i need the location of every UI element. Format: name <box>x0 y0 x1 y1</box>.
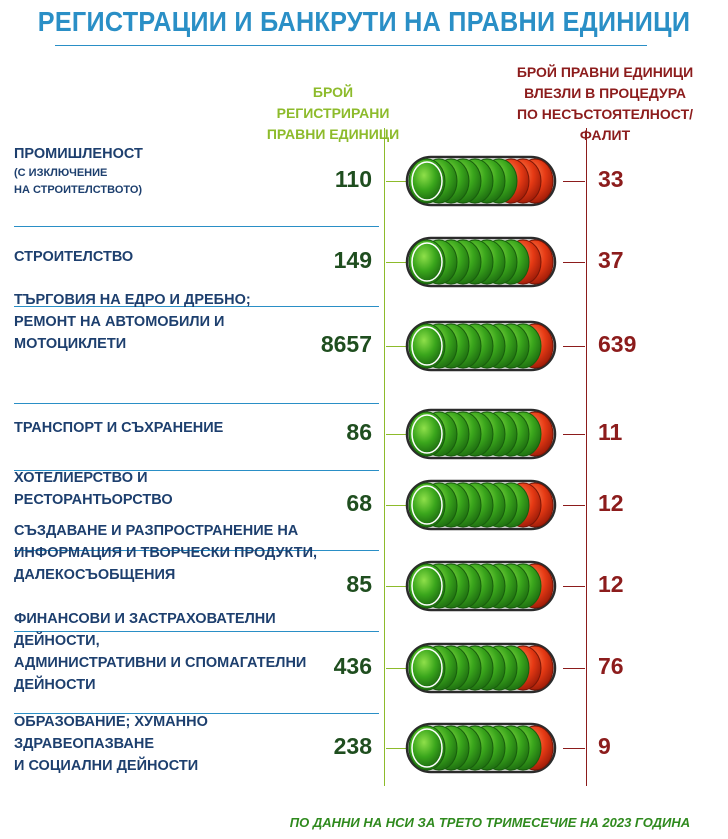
category-label-line: ДЕЙНОСТИ <box>14 677 96 693</box>
bankruptcies-axis-line <box>586 128 587 786</box>
category-label: СЪЗДАВАНЕ И РАЗПРОСТРАНЕНИЕ НА ИНФОРМАЦИЯ… <box>14 520 324 586</box>
row-separator <box>14 403 379 404</box>
ring-coil <box>405 320 557 372</box>
green-tick <box>386 434 410 435</box>
registrations-axis-line <box>384 128 385 786</box>
ring-coil <box>405 642 557 694</box>
row-separator <box>14 550 379 551</box>
bankruptcies-header-line: ПО НЕСЪСТОЯТЕЛНОСТ/ФАЛИТ <box>516 106 694 143</box>
green-tick <box>386 586 410 587</box>
front-ring-face <box>411 161 443 201</box>
row-separator <box>14 306 379 307</box>
category-label-line: ФИНАНСОВИ И ЗАСТРАХОВАТЕЛНИ ДЕЙНОСТИ, <box>14 611 276 649</box>
bankrupt-value: 9 <box>598 733 611 759</box>
registered-value: 436 <box>333 653 372 679</box>
front-ring-face <box>411 566 443 606</box>
bankrupt-value: 37 <box>598 247 624 273</box>
bankrupt-value: 639 <box>598 331 637 357</box>
ring-coil <box>405 560 557 612</box>
red-tick <box>563 346 585 347</box>
red-tick <box>563 586 585 587</box>
green-tick <box>386 505 410 506</box>
bankrupt-value: 76 <box>598 653 624 679</box>
category-label-line: РЕСТОРАНТЬОРСТВО <box>14 492 173 508</box>
green-tick <box>386 181 410 182</box>
category-label-line: РЕМОНТ НА АВТОМОБИЛИ И <box>14 314 225 330</box>
category-label: ПРОМИШЛЕНОСТ (С ИЗКЛЮЧЕНИЕ НА СТРОИТЕЛСТВО… <box>14 143 324 199</box>
category-sublabel-line: НА СТРОИТЕЛСТВОТО) <box>14 184 143 196</box>
red-tick <box>563 748 585 749</box>
category-label-line: ДАЛЕКОСЪОБЩЕНИЯ <box>14 567 176 583</box>
bankrupt-value: 33 <box>598 166 624 192</box>
ring-coil <box>405 408 557 460</box>
title-underline <box>55 45 647 46</box>
registered-value: 86 <box>346 419 372 445</box>
category-label: ФИНАНСОВИ И ЗАСТРАХОВАТЕЛНИ ДЕЙНОСТИ, АДМ… <box>14 608 324 696</box>
ring-coil <box>405 722 557 774</box>
front-ring-face <box>411 414 443 454</box>
category-label: ХОТЕЛИЕРСТВО И РЕСТОРАНТЬОРСТВО <box>14 467 324 511</box>
category-label: СТРОИТЕЛСТВО <box>14 246 324 268</box>
front-ring-face <box>411 728 443 768</box>
red-tick <box>563 181 585 182</box>
ring-coil <box>405 236 557 288</box>
category-label-line: СТРОИТЕЛСТВО <box>14 249 134 265</box>
red-tick <box>563 505 585 506</box>
registered-value: 68 <box>346 490 372 516</box>
category-sublabel-line: (С ИЗКЛЮЧЕНИЕ <box>14 167 108 179</box>
category-label: ТРАНСПОРТ И СЪХРАНЕНИЕ <box>14 417 324 439</box>
registered-value: 238 <box>333 733 372 759</box>
green-tick <box>386 748 410 749</box>
row-separator <box>14 470 379 471</box>
front-ring-face <box>411 648 443 688</box>
bankruptcies-header: БРОЙ ПРАВНИ ЕДИНИЦИ ВЛЕЗЛИ В ПРОЦЕДУРА П… <box>505 62 705 146</box>
registered-value: 110 <box>334 166 372 192</box>
registrations-header-line: ПРАВНИ ЕДИНИЦИ <box>266 126 400 142</box>
green-tick <box>386 668 410 669</box>
bankruptcies-header-line: ВЛЕЗЛИ В ПРОЦЕДУРА <box>524 85 686 101</box>
front-ring-face <box>411 326 443 366</box>
registered-value: 8657 <box>320 331 372 357</box>
bankruptcies-header-line: БРОЙ ПРАВНИ ЕДИНИЦИ <box>516 64 694 80</box>
registrations-header-line: БРОЙ РЕГИСТРИРАНИ <box>276 84 390 121</box>
category-label-line: ИНФОРМАЦИЯ И ТВОРЧЕСКИ ПРОДУКТИ, <box>14 545 318 561</box>
source-note: ПО ДАННИ НА НСИ ЗА ТРЕТО ТРИМЕСЕЧИЕ НА 2… <box>289 815 691 830</box>
green-tick <box>386 346 410 347</box>
ring-coil <box>405 155 557 207</box>
chart-title: РЕГИСТРАЦИИ И БАНКРУТИ НА ПРАВНИ ЕДИНИЦИ <box>37 6 691 37</box>
row-separator <box>14 631 379 632</box>
row-separator <box>14 226 379 227</box>
bankrupt-value: 12 <box>598 571 624 597</box>
category-label-line: ХОТЕЛИЕРСТВО И <box>14 470 148 486</box>
category-label: ОБРАЗОВАНИЕ; ХУМАННО ЗДРАВЕОПАЗВАНЕ И СОЦ… <box>14 711 324 777</box>
registrations-header: БРОЙ РЕГИСТРИРАНИ ПРАВНИ ЕДИНИЦИ <box>258 82 408 145</box>
green-tick <box>386 262 410 263</box>
row-separator <box>14 713 379 714</box>
category-label: ТЪРГОВИЯ НА ЕДРО И ДРЕБНО; РЕМОНТ НА АВТО… <box>14 289 324 355</box>
red-tick <box>563 668 585 669</box>
category-label-line: И СОЦИАЛНИ ДЕЙНОСТИ <box>14 758 199 774</box>
category-label-line: ОБРАЗОВАНИЕ; ХУМАННО ЗДРАВЕОПАЗВАНЕ <box>14 714 208 752</box>
category-label-line: ПРОМИШЛЕНОСТ <box>14 146 143 162</box>
ring-coil <box>405 479 557 531</box>
red-tick <box>563 262 585 263</box>
category-label-line: АДМИНИСТРАТИВНИ И СПОМАГАТЕЛНИ <box>14 655 307 671</box>
registered-value: 85 <box>346 571 372 597</box>
category-label-line: СЪЗДАВАНЕ И РАЗПРОСТРАНЕНИЕ НА <box>14 523 299 539</box>
bankrupt-value: 12 <box>598 490 624 516</box>
bankrupt-value: 11 <box>598 419 623 445</box>
front-ring-face <box>411 242 443 282</box>
category-label-line: ТЪРГОВИЯ НА ЕДРО И ДРЕБНО; <box>14 292 251 308</box>
front-ring-face <box>411 485 443 525</box>
category-label-line: МОТОЦИКЛЕТИ <box>14 336 127 352</box>
registered-value: 149 <box>333 247 372 273</box>
red-tick <box>563 434 585 435</box>
category-label-line: ТРАНСПОРТ И СЪХРАНЕНИЕ <box>14 420 224 436</box>
